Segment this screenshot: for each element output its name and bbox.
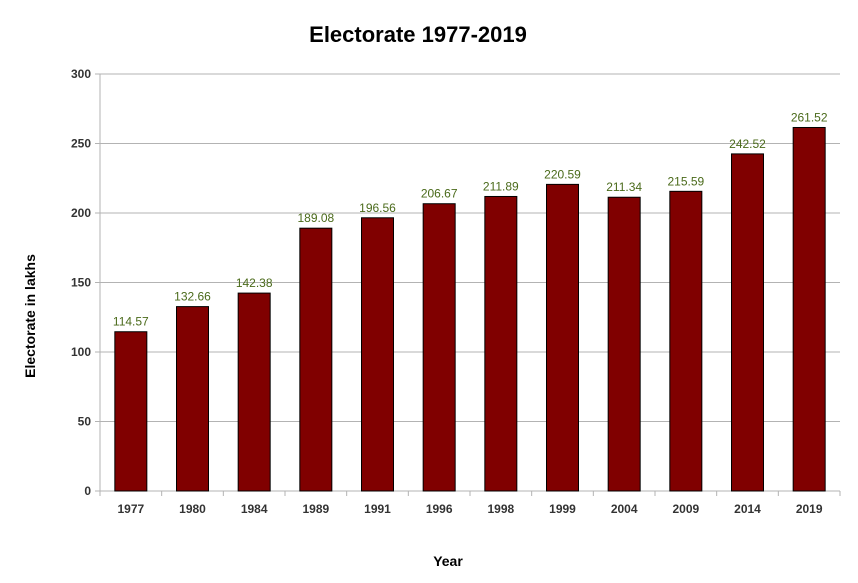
x-tick-label: 1999 bbox=[549, 502, 576, 516]
bar-1989 bbox=[299, 227, 333, 492]
x-tick-label: 1991 bbox=[364, 502, 391, 516]
bar-1977 bbox=[114, 331, 148, 492]
bar-2004 bbox=[607, 196, 641, 492]
data-label: 132.66 bbox=[174, 290, 211, 304]
data-label: 211.34 bbox=[606, 180, 642, 194]
data-label: 189.08 bbox=[297, 211, 334, 225]
y-axis-label: Electorate in lakhs bbox=[22, 254, 38, 378]
bar-2009 bbox=[669, 190, 703, 492]
x-tick-label: 2004 bbox=[611, 502, 638, 516]
y-tick-label: 250 bbox=[71, 137, 91, 151]
bar-1998 bbox=[484, 195, 518, 492]
data-label: 206.67 bbox=[421, 187, 458, 201]
data-label: 220.59 bbox=[544, 167, 581, 181]
x-tick-label: 1998 bbox=[487, 502, 514, 516]
data-label: 196.56 bbox=[359, 201, 396, 215]
x-tick-label: 1977 bbox=[117, 502, 144, 516]
data-label: 261.52 bbox=[791, 110, 828, 124]
x-tick-label: 2014 bbox=[734, 502, 761, 516]
x-tick-label: 1980 bbox=[179, 502, 206, 516]
data-label: 215.59 bbox=[667, 174, 704, 188]
chart-title: Electorate 1977-2019 bbox=[309, 22, 527, 47]
x-tick-label: 2019 bbox=[796, 502, 823, 516]
x-tick-label: 1984 bbox=[241, 502, 268, 516]
bar-1980 bbox=[176, 306, 209, 492]
data-label: 114.57 bbox=[113, 315, 149, 329]
bar-2014 bbox=[731, 153, 764, 492]
x-tick-label: 2009 bbox=[672, 502, 699, 516]
x-tick-label: 1989 bbox=[302, 502, 329, 516]
y-tick-label: 200 bbox=[71, 206, 91, 220]
y-tick-label: 0 bbox=[84, 484, 91, 498]
x-axis-label: Year bbox=[433, 553, 463, 569]
bar-2019 bbox=[792, 126, 826, 492]
bar-1984 bbox=[237, 292, 271, 492]
data-label: 242.52 bbox=[729, 137, 766, 151]
y-tick-label: 50 bbox=[78, 415, 92, 429]
data-label: 142.38 bbox=[236, 276, 273, 290]
bar-1999 bbox=[546, 183, 579, 492]
x-tick-label: 1996 bbox=[426, 502, 453, 516]
bar-1996 bbox=[422, 203, 456, 492]
bar-1991 bbox=[361, 217, 394, 492]
data-label: 211.89 bbox=[483, 179, 519, 193]
y-tick-label: 300 bbox=[71, 67, 91, 81]
y-tick-label: 100 bbox=[71, 345, 91, 359]
y-tick-label: 150 bbox=[71, 276, 91, 290]
